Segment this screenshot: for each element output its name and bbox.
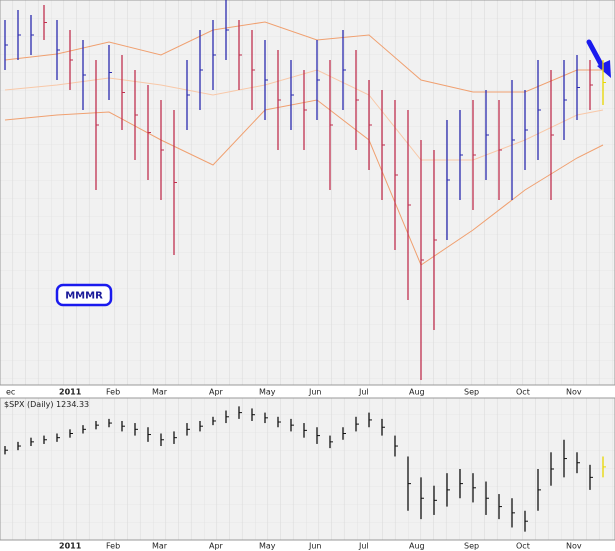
x-tick-label: Mar	[152, 388, 168, 397]
x-tick-label: May	[259, 542, 276, 551]
x-tick-label: Aug	[409, 542, 425, 551]
bottom-title: $SPX (Daily) 1234.33	[4, 400, 89, 409]
x-tick-label: Jul	[358, 388, 369, 397]
x-tick-label: Feb	[106, 542, 120, 551]
x-tick-label: Aug	[409, 388, 425, 397]
x-tick-label: Apr	[209, 542, 224, 551]
x-tick-label: Jul	[358, 542, 369, 551]
x-tick-label: 2011	[59, 388, 82, 397]
symbol-label: MMMR	[65, 291, 103, 302]
arrow	[586, 39, 611, 78]
x-tick-label: Nov	[566, 388, 582, 397]
x-tick-label: Oct	[516, 388, 530, 397]
x-tick-label: Sep	[464, 388, 479, 397]
x-tick-label: Jun	[308, 542, 322, 551]
x-tick-label: May	[259, 388, 276, 397]
x-tick-label: Sep	[464, 542, 479, 551]
bottom-panel	[0, 397, 615, 541]
last-value: 1234.33	[56, 400, 89, 409]
x-tick-label: ec	[6, 388, 15, 397]
x-tick-label: Mar	[152, 542, 168, 551]
x-tick-label: Nov	[566, 542, 582, 551]
x-tick-label: Jun	[308, 388, 322, 397]
symbol-box	[55, 283, 113, 307]
top-panel	[0, 0, 615, 386]
x-tick-label: Feb	[106, 388, 120, 397]
bottom-title-name: $SPX (Daily)	[4, 400, 54, 409]
x-tick-label: Oct	[516, 542, 530, 551]
x-tick-label: Apr	[209, 388, 224, 397]
x-tick-label: 2011	[59, 542, 82, 551]
